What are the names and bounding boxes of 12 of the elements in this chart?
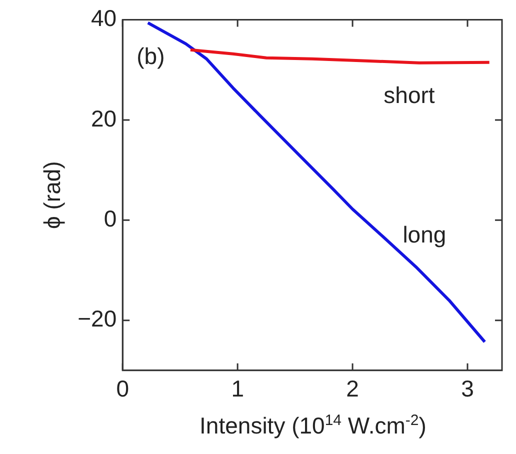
y-axis-title: ϕ (rad) [39, 161, 66, 230]
x-tick-label: 3 [461, 376, 474, 402]
y-tick-label: 40 [91, 5, 117, 32]
series-label: long [402, 222, 446, 248]
y-tick-label: 0 [104, 205, 117, 232]
x-axis-title: Intensity (10$^{14}$ W.cm$^{-2}$) [198, 412, 428, 440]
x-tick-label: 1 [231, 376, 244, 402]
x-tick-label: 2 [346, 376, 359, 402]
y-tick-label: 20 [91, 105, 117, 132]
annotation: (b) [136, 43, 165, 70]
series-label: short [384, 82, 436, 108]
y-tick-label: −20 [78, 306, 117, 332]
